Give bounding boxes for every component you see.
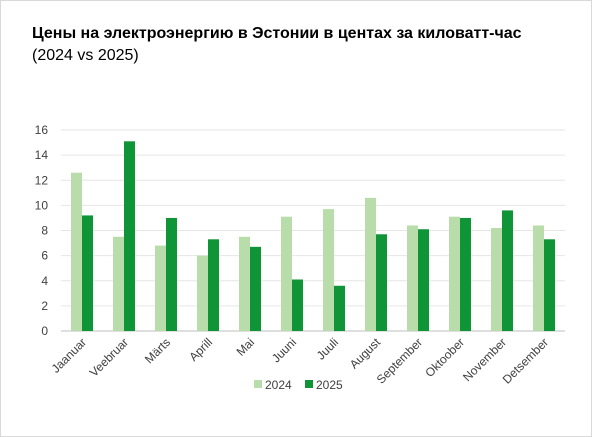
y-tick-label: 16 [35, 123, 49, 137]
x-tick-label: Märts [142, 335, 173, 366]
bar-2024-juuli [323, 209, 334, 331]
bar-2025-juuli [334, 285, 345, 331]
bar-2025-august [376, 234, 387, 331]
bar-2024-detsember [533, 225, 544, 331]
legend-label-2025: 2025 [316, 378, 343, 392]
bar-2024-mai [239, 236, 250, 331]
bar-2025-jaanuar [82, 215, 93, 331]
bar-2025-november [502, 210, 513, 331]
bar-2024-jaanuar [71, 172, 82, 331]
legend-label-2024: 2024 [265, 378, 292, 392]
y-tick-label: 14 [35, 148, 49, 162]
y-tick-label: 8 [41, 224, 48, 238]
bar-2024-november [491, 227, 502, 331]
bar-2024-september [407, 225, 418, 331]
y-tick-label: 2 [41, 299, 48, 313]
x-tick-label: Mai [234, 335, 258, 359]
bar-2024-veebruar [113, 236, 124, 331]
bar-2025-detsember [544, 239, 555, 331]
legend: 2024 2025 [254, 378, 343, 392]
gridlines [61, 129, 565, 332]
x-tick-label: Veebruar [87, 335, 131, 379]
bar-2025-aprill [208, 239, 219, 331]
bar-2025-veebruar [124, 141, 135, 331]
y-axis: 0 2 4 6 8 10 12 14 16 [35, 123, 49, 338]
x-tick-label: Detsember [500, 335, 551, 386]
x-tick-label: Juuli [314, 335, 341, 362]
x-tick-label: September [374, 335, 425, 386]
x-tick-label: August [347, 335, 384, 372]
bars [71, 141, 555, 331]
x-tick-label: Juuni [269, 335, 299, 365]
bar-2024-märts [155, 245, 166, 331]
y-tick-label: 0 [41, 324, 48, 338]
x-tick-label: Jaanuar [49, 335, 90, 376]
y-tick-label: 12 [35, 173, 49, 187]
legend-swatch-2024 [254, 380, 262, 388]
bar-2024-august [365, 197, 376, 331]
bar-2025-oktoober [460, 217, 471, 331]
bar-2025-mai [250, 246, 261, 331]
legend-swatch-2025 [305, 380, 313, 388]
y-tick-label: 6 [41, 249, 48, 263]
bar-2024-oktoober [449, 216, 460, 331]
y-tick-label: 4 [41, 274, 48, 288]
x-tick-label: Aprill [186, 335, 215, 364]
bar-2025-märts [166, 217, 177, 331]
chart-subtitle: (2024 vs 2025) [32, 47, 139, 64]
y-tick-label: 10 [35, 198, 49, 212]
bar-2025-september [418, 229, 429, 331]
bar-2025-juuni [292, 279, 303, 331]
bar-2024-juuni [281, 216, 292, 331]
bar-2024-aprill [197, 255, 208, 331]
chart-title: Цены на электроэнергию в Эстонии в цента… [32, 25, 522, 42]
